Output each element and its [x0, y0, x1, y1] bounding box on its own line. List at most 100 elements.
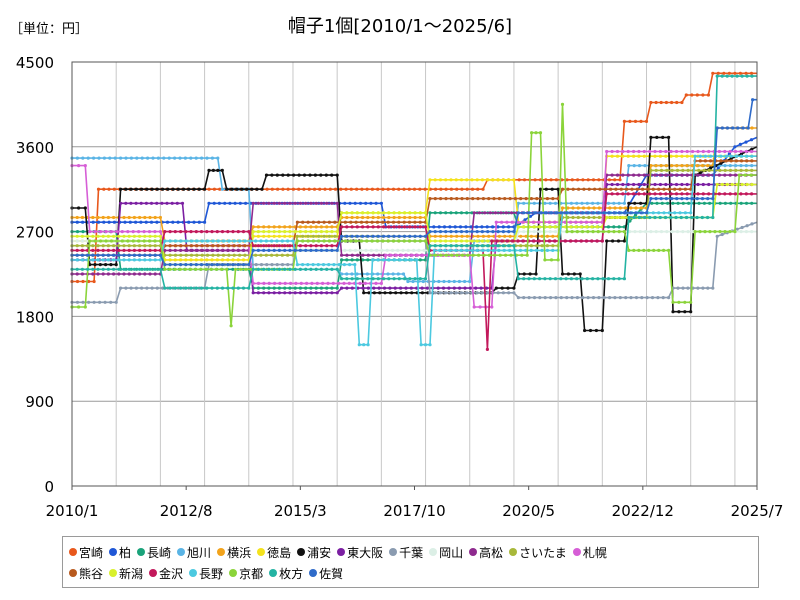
data-point-岡山 — [522, 230, 526, 234]
data-point-岡山 — [75, 239, 79, 243]
data-point-旭川 — [516, 201, 521, 205]
data-point-熊谷 — [529, 197, 534, 201]
data-point-高松 — [330, 201, 334, 205]
data-point-佐賀 — [138, 253, 142, 257]
data-point-横浜 — [540, 234, 544, 238]
data-point-長崎 — [272, 286, 276, 290]
data-point-旭川 — [86, 156, 90, 160]
data-point-新潟 — [309, 230, 313, 234]
data-point-岡山 — [375, 248, 379, 252]
data-point-熊谷 — [216, 244, 220, 248]
data-point-浦安 — [275, 173, 279, 177]
data-point-徳島 — [262, 234, 266, 238]
data-point-熊谷 — [418, 220, 422, 224]
data-point-新潟 — [256, 230, 260, 234]
data-point-東大阪 — [484, 286, 489, 290]
data-point-佐賀 — [309, 248, 313, 252]
data-point-千葉 — [92, 300, 96, 304]
data-point-枚方 — [304, 267, 308, 271]
data-point-枚方 — [507, 244, 511, 248]
data-point-金沢 — [256, 244, 260, 248]
data-point-長野 — [205, 239, 210, 243]
data-point-さいたま — [327, 234, 331, 238]
data-point-高松 — [717, 173, 722, 177]
data-point-岡山 — [412, 248, 416, 252]
data-point-佐賀 — [86, 253, 90, 257]
data-point-札幌 — [399, 253, 404, 257]
data-point-旭川 — [606, 201, 611, 205]
data-point-京都 — [120, 239, 124, 243]
data-point-さいたま — [227, 253, 231, 257]
data-point-さいたま — [597, 215, 601, 220]
data-point-京都 — [194, 267, 198, 271]
data-point-長崎 — [267, 286, 271, 290]
data-point-佐賀 — [80, 253, 84, 257]
data-point-札幌 — [315, 281, 319, 285]
data-point-横浜 — [545, 234, 550, 238]
data-point-東大阪 — [277, 291, 281, 295]
data-point-熊谷 — [508, 197, 512, 201]
data-point-金沢 — [744, 192, 748, 196]
data-point-岡山 — [348, 248, 352, 252]
data-point-旭川 — [355, 272, 359, 276]
data-point-長野 — [275, 239, 279, 243]
data-point-横浜 — [664, 164, 669, 168]
data-point-金沢 — [600, 239, 604, 243]
data-point-長野 — [540, 248, 544, 252]
data-point-新潟 — [158, 234, 162, 238]
data-point-京都 — [147, 239, 152, 243]
data-point-高松 — [277, 201, 281, 205]
data-point-枚方 — [231, 286, 235, 290]
data-point-横浜 — [566, 206, 570, 210]
data-point-新潟 — [262, 230, 266, 234]
data-point-長野 — [254, 239, 258, 243]
legend-marker-icon — [509, 548, 518, 556]
legend-label: 浦安 — [307, 545, 332, 560]
legend-label: さいたま — [519, 545, 567, 560]
data-point-京都 — [115, 239, 119, 243]
data-point-金沢 — [648, 192, 652, 196]
data-point-新潟 — [595, 225, 599, 229]
data-point-新潟 — [725, 182, 729, 187]
data-point-長野 — [101, 258, 105, 262]
data-point-佐賀 — [527, 211, 531, 215]
data-point-札幌 — [267, 281, 271, 285]
data-point-浦安 — [134, 187, 138, 191]
data-point-札幌 — [147, 230, 152, 234]
data-point-長崎 — [681, 201, 685, 205]
data-point-熊谷 — [444, 197, 448, 201]
data-point-金沢 — [309, 244, 313, 248]
data-point-横浜 — [304, 225, 308, 229]
data-point-さいたま — [138, 244, 142, 248]
data-point-枚方 — [438, 244, 443, 248]
data-point-熊谷 — [556, 197, 560, 201]
data-point-浦安 — [264, 173, 269, 177]
data-point-宮崎 — [207, 187, 211, 191]
data-point-旭川 — [411, 279, 415, 284]
data-point-徳島 — [507, 178, 511, 182]
data-point-さいたま — [670, 168, 674, 172]
data-point-佐賀 — [602, 211, 606, 215]
data-point-佐賀 — [507, 230, 511, 234]
data-point-枚方 — [690, 215, 694, 220]
data-point-宮崎 — [381, 187, 385, 191]
data-point-千葉 — [696, 286, 700, 290]
data-point-佐賀 — [623, 211, 627, 215]
data-point-旭川 — [210, 156, 214, 160]
data-point-佐賀 — [382, 234, 386, 238]
data-point-熊谷 — [519, 197, 523, 201]
data-point-熊谷 — [582, 187, 586, 191]
data-point-札幌 — [88, 230, 92, 234]
data-point-さいたま — [686, 168, 690, 172]
data-point-札幌 — [77, 164, 81, 168]
data-point-旭川 — [189, 156, 193, 160]
data-point-新潟 — [138, 234, 142, 238]
data-point-枚方 — [168, 286, 172, 290]
data-point-旭川 — [75, 156, 79, 160]
data-point-佐賀 — [423, 234, 428, 238]
data-point-京都 — [677, 300, 681, 304]
data-point-横浜 — [345, 215, 349, 220]
data-point-千葉 — [265, 263, 269, 267]
chart-title: 帽子1個[2010/1～2025/6] — [287, 16, 513, 37]
data-point-佐賀 — [387, 234, 391, 238]
